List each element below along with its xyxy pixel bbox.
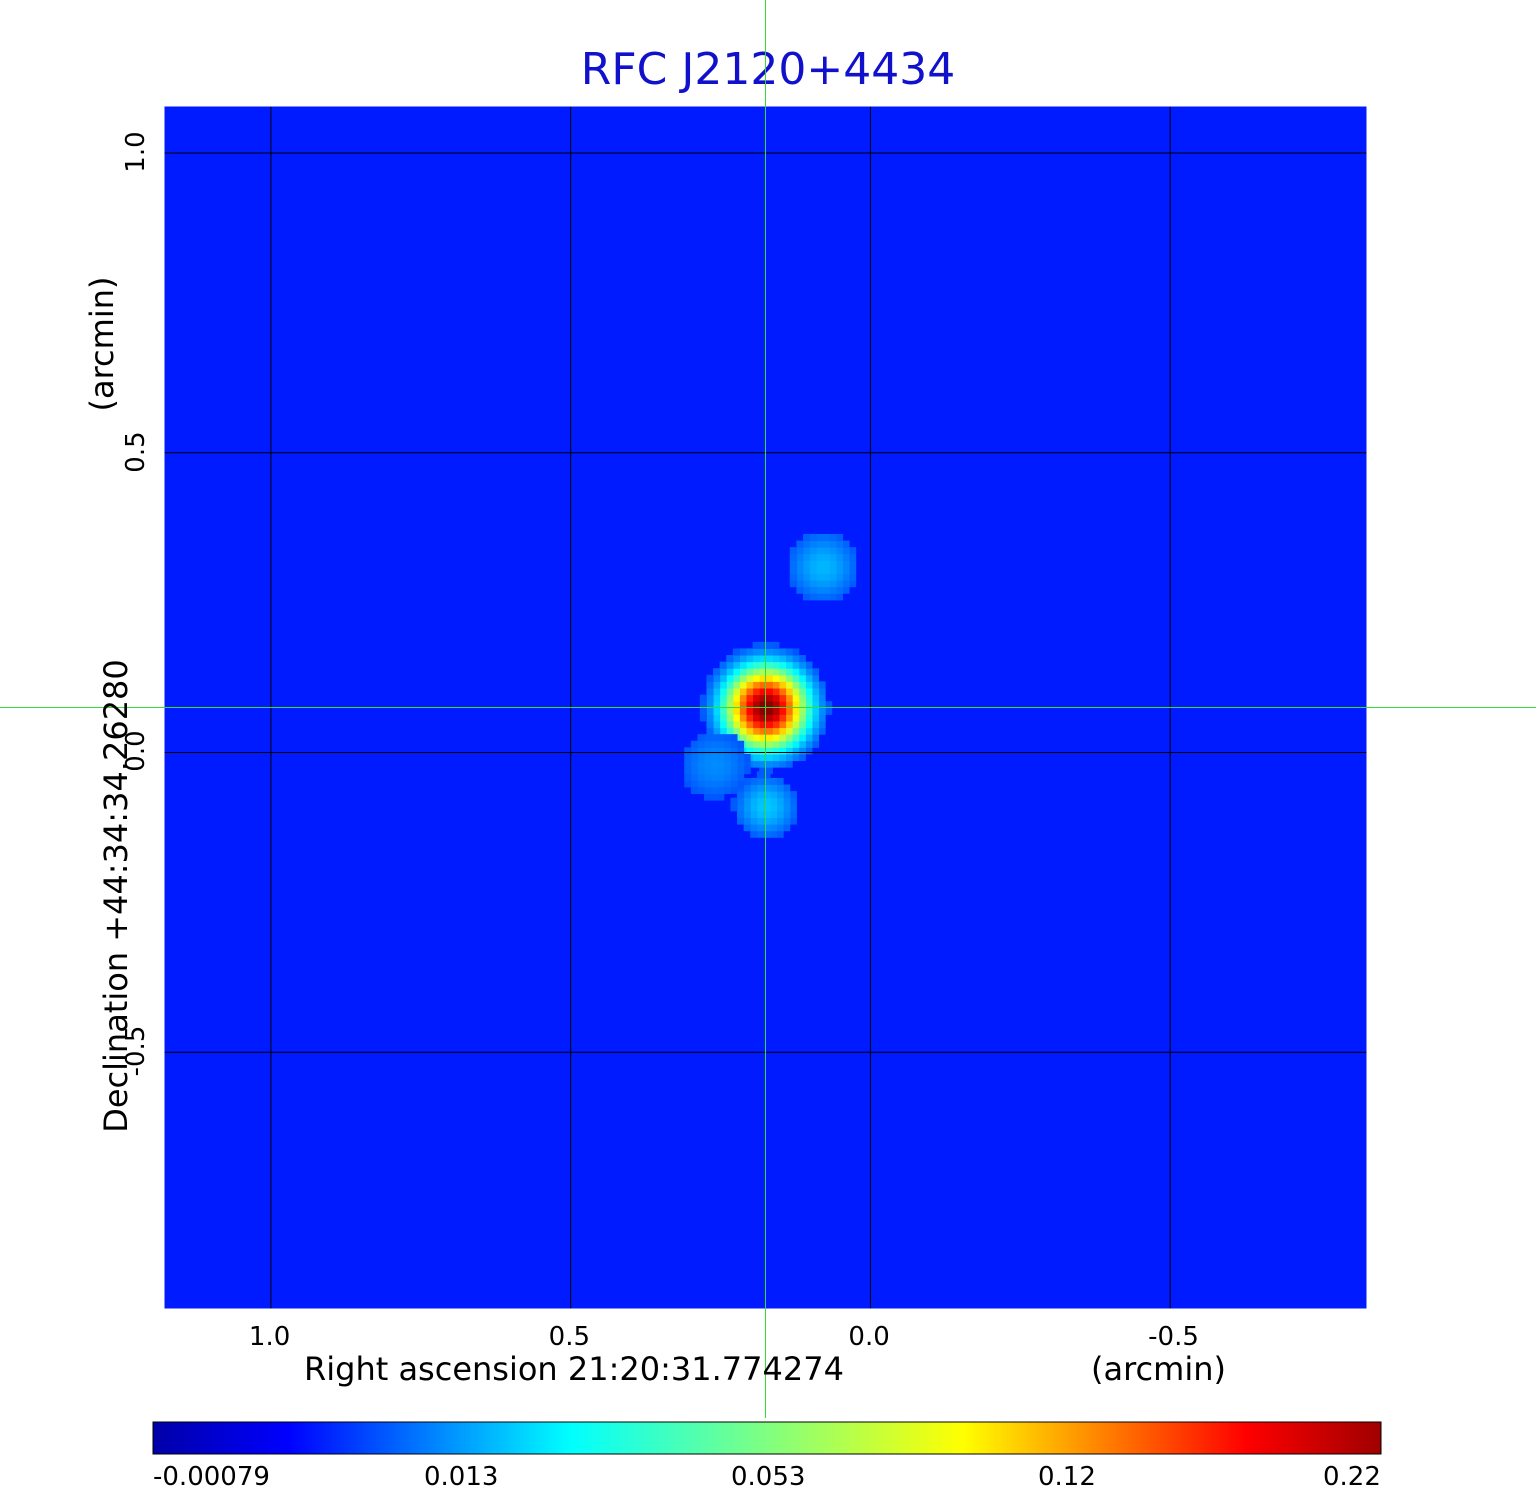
emission-component [789, 533, 857, 601]
y-axis-unit: (arcmin) [83, 276, 121, 412]
colorbar-tick-label: 0.12 [1038, 1462, 1096, 1492]
x-tick-label: 1.0 [248, 1322, 291, 1352]
x-tick-label: 0.5 [548, 1322, 591, 1352]
colorbar-tick-label: -0.00079 [153, 1462, 270, 1492]
x-tick-label: -0.5 [1148, 1322, 1199, 1352]
chart-title: RFC J2120+4434 [580, 44, 956, 95]
emission-component [730, 771, 797, 838]
x-tick-label: 0.0 [848, 1322, 890, 1352]
x-axis-label: Right ascension 21:20:31.774274 [304, 1350, 844, 1388]
emission-component [699, 641, 833, 775]
colorbar [152, 1421, 1382, 1455]
x-axis-unit: (arcmin) [1091, 1350, 1226, 1388]
colorbar-tick-label: 0.22 [1323, 1462, 1381, 1492]
y-tick-label: 0.5 [121, 431, 151, 473]
y-axis-label: Declination +44:34:34.26280 [97, 659, 135, 1133]
y-tick-label: 1.0 [121, 131, 151, 173]
colorbar-tick-label: 0.013 [424, 1462, 499, 1492]
colorbar-tick-label: 0.053 [731, 1462, 806, 1492]
emission-component [684, 734, 751, 801]
